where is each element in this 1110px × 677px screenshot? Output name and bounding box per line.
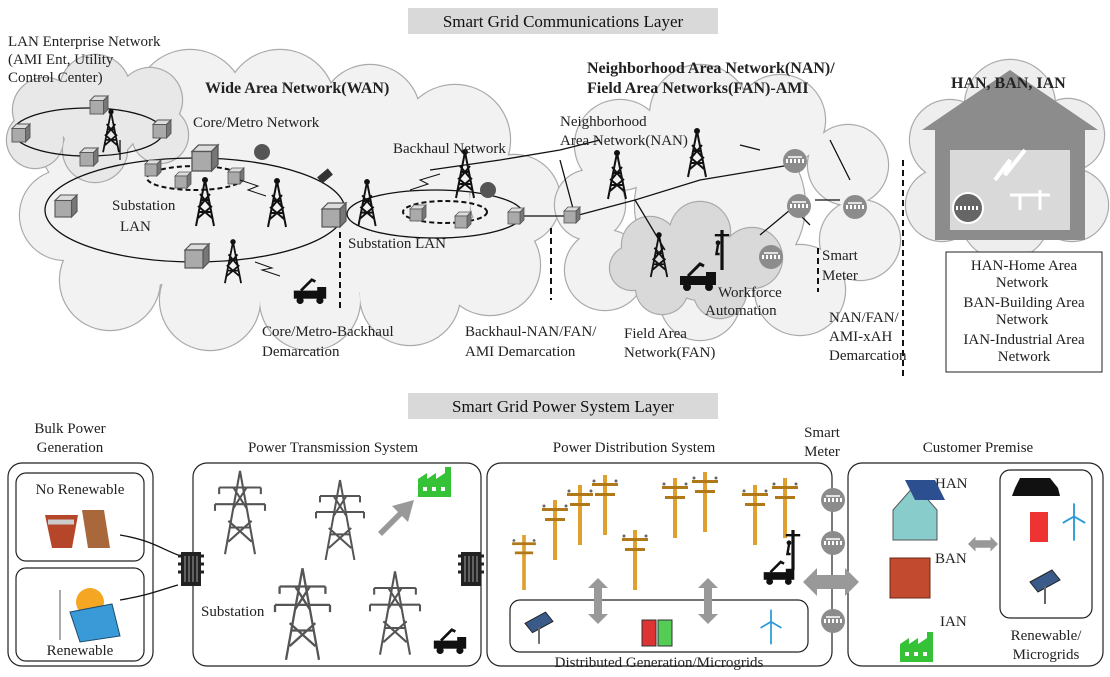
pole xyxy=(622,530,648,590)
pole xyxy=(742,485,768,545)
node xyxy=(322,203,346,227)
label: HAN, BAN, IAN xyxy=(951,75,1066,92)
power-icons xyxy=(45,467,1085,662)
meter xyxy=(787,194,811,218)
pylon xyxy=(316,480,364,560)
meter xyxy=(821,531,845,555)
node xyxy=(192,145,218,171)
node xyxy=(228,168,244,184)
battery xyxy=(642,620,656,646)
cooling-tower xyxy=(82,510,110,548)
label: Renewable/Microgrids xyxy=(1011,628,1083,663)
pole xyxy=(592,475,618,535)
node xyxy=(564,207,580,223)
node xyxy=(55,195,77,217)
arrow xyxy=(588,578,608,624)
meter xyxy=(821,609,845,633)
home-icon xyxy=(922,70,1098,240)
solar-panel xyxy=(70,604,120,642)
battery xyxy=(658,620,672,646)
lineman xyxy=(786,530,800,570)
meter xyxy=(821,488,845,512)
truck xyxy=(434,630,466,654)
pole xyxy=(662,478,688,538)
layer-title: Smart Grid Power System Layer xyxy=(452,397,674,416)
node xyxy=(90,96,108,114)
label: Power Distribution System xyxy=(553,440,716,456)
label: Customer Premise xyxy=(923,440,1034,456)
cloud-part xyxy=(610,246,654,290)
label: HAN xyxy=(935,476,968,492)
pylon xyxy=(215,471,265,554)
electric-car xyxy=(1012,478,1060,496)
label: IAN xyxy=(940,614,967,630)
building xyxy=(890,558,930,598)
satellite-dish xyxy=(254,144,270,160)
pylon xyxy=(370,571,420,654)
wind-turbine xyxy=(1063,503,1085,540)
pole xyxy=(772,478,798,538)
label: Core/Metro Network xyxy=(193,115,320,131)
diagram: Smart Grid Communications Layer LAN Ente… xyxy=(0,0,1110,677)
battery xyxy=(1030,512,1048,542)
wind-turbine xyxy=(761,610,782,645)
meter xyxy=(759,245,783,269)
node xyxy=(145,160,161,176)
node xyxy=(80,148,98,166)
transformer xyxy=(458,552,484,586)
meter xyxy=(783,149,807,173)
label: Wide Area Network(WAN) xyxy=(205,80,389,97)
satellite-dish xyxy=(480,182,496,198)
pylon xyxy=(275,568,330,660)
solar-panel xyxy=(525,612,553,644)
arrow xyxy=(378,500,414,536)
label: Renewable xyxy=(47,643,114,659)
factory xyxy=(418,467,451,497)
truck xyxy=(764,562,795,585)
layer-title: Smart Grid Communications Layer xyxy=(443,12,684,31)
transformer xyxy=(178,552,204,586)
node xyxy=(12,124,30,142)
label: Power Transmission System xyxy=(248,440,418,456)
label: No Renewable xyxy=(36,482,125,498)
label: BAN xyxy=(935,551,967,567)
cloud-part xyxy=(808,125,888,205)
node xyxy=(175,172,191,188)
label: Distributed Generation/Microgrids xyxy=(555,655,764,671)
node xyxy=(410,205,426,221)
pole xyxy=(512,535,536,590)
node xyxy=(153,120,171,138)
arrow xyxy=(968,537,998,552)
node xyxy=(185,244,209,268)
arrow xyxy=(803,568,859,596)
pole xyxy=(692,472,718,532)
arrow xyxy=(698,578,718,624)
label: Substation LAN xyxy=(348,236,446,252)
node xyxy=(455,212,471,228)
pole xyxy=(542,500,568,560)
label: Backhaul-NAN/FAN/AMI Demarcation xyxy=(465,324,597,360)
node xyxy=(508,208,524,224)
solar-panel xyxy=(1030,570,1060,604)
pole xyxy=(567,485,593,545)
label: Backhaul Network xyxy=(393,141,506,157)
label: Substation xyxy=(201,604,265,620)
meter xyxy=(843,195,867,219)
factory xyxy=(900,632,933,662)
cloud-part xyxy=(60,80,140,160)
